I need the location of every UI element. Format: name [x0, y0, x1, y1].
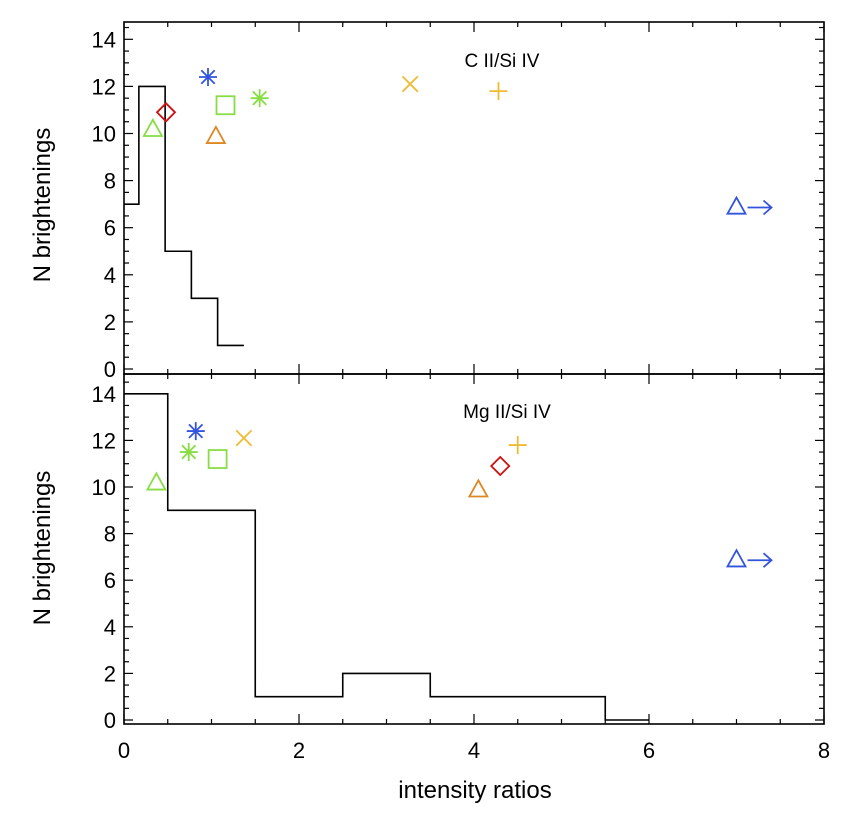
y-tick-label: 4 — [104, 263, 116, 288]
y-tick-label: 0 — [104, 357, 116, 382]
marker-triangle — [142, 117, 164, 137]
marker-asterisk — [179, 443, 198, 462]
marker-x — [235, 429, 253, 447]
marker-triangle — [205, 125, 227, 144]
marker-plus — [508, 436, 527, 455]
histogram-steps — [124, 85, 244, 347]
y-tick-label: 2 — [104, 310, 116, 335]
top-ylabel: N brightenings — [29, 128, 56, 283]
marker-triangle-arrow — [725, 548, 748, 568]
marker-arrow — [747, 199, 773, 216]
marker-x — [401, 75, 419, 93]
y-tick-label: 2 — [104, 661, 116, 686]
x-tick-label: 4 — [468, 738, 480, 763]
marker-asterisk — [186, 422, 205, 441]
bottom-ylabel: N brightenings — [29, 471, 56, 626]
marker-square — [215, 95, 236, 116]
histogram-steps — [124, 393, 649, 721]
panel-bottom: 0 2 4 6 8 10 12 14 0 2 4 6 8 — [92, 373, 830, 763]
x-tick-label: 6 — [643, 738, 655, 763]
x-tick-label: 0 — [118, 738, 130, 763]
y-tick-label: 4 — [104, 615, 116, 640]
bottom-panel-title: Mg II/Si IV — [463, 402, 551, 423]
x-axis-title: intensity ratios — [398, 777, 551, 804]
panel-top: 0 2 4 6 8 10 12 14 — [92, 21, 825, 382]
y-tick-label: 14 — [92, 27, 116, 52]
panel-frame — [123, 373, 825, 725]
y-tick-label: 14 — [92, 382, 116, 407]
y-tick-label: 6 — [104, 216, 116, 241]
marker-triangle — [145, 471, 167, 491]
marker-square — [207, 449, 228, 469]
y-tick-label: 12 — [92, 428, 116, 453]
y-tick-label: 8 — [104, 169, 116, 194]
panel-frame — [123, 21, 825, 375]
top-panel-title: C II/Si IV — [465, 51, 540, 72]
marker-triangle — [467, 478, 489, 498]
y-tick-label: 10 — [92, 122, 116, 147]
y-tick-label: 0 — [104, 708, 116, 733]
y-tick-label: 12 — [92, 74, 116, 99]
y-tick-label: 10 — [92, 475, 116, 500]
y-tick-label: 6 — [104, 568, 116, 593]
x-tick-label: 2 — [293, 738, 305, 763]
marker-diamond — [489, 455, 511, 477]
x-tick-label: 8 — [818, 738, 830, 763]
marker-triangle-arrow — [725, 195, 748, 215]
marker-arrow — [747, 552, 773, 568]
marker-plus — [489, 82, 508, 101]
marker-diamond — [155, 102, 177, 123]
marker-asterisk — [199, 67, 217, 86]
marker-asterisk — [250, 89, 269, 108]
y-tick-label: 8 — [104, 522, 116, 547]
